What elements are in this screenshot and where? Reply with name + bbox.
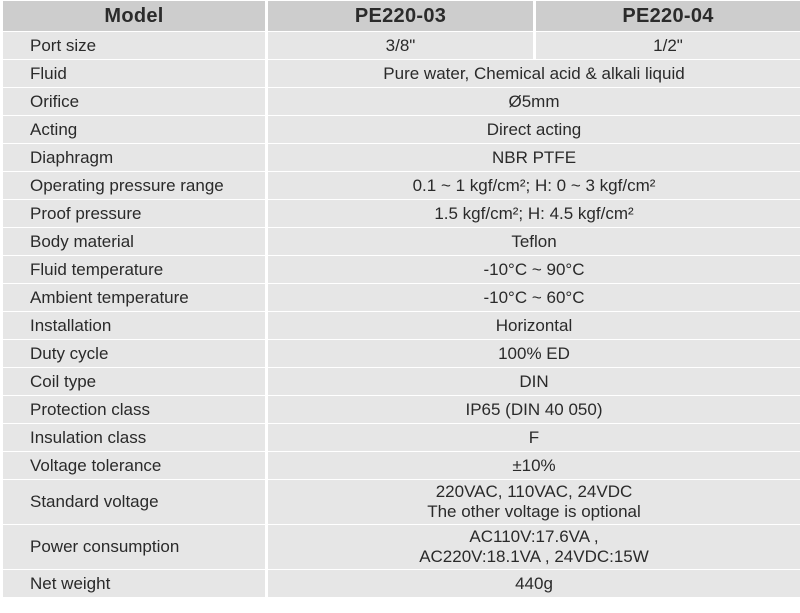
row-label: Duty cycle	[3, 340, 265, 367]
row-label: Port size	[3, 32, 265, 59]
value-pe220-04: 1/2"	[536, 32, 800, 59]
spec-table: Model PE220-03 PE220-04 Port size 3/8" 1…	[3, 1, 800, 597]
row-label: Proof pressure	[3, 200, 265, 227]
row-value: 440g	[268, 570, 800, 597]
row-value: Horizontal	[268, 312, 800, 339]
row-value: 1.5 kgf/cm²; H: 4.5 kgf/cm²	[268, 200, 800, 227]
row-label: Insulation class	[3, 424, 265, 451]
row-insulation-class: Insulation class F	[3, 424, 800, 451]
row-label: Diaphragm	[3, 144, 265, 171]
row-value: Direct acting	[268, 116, 800, 143]
value-line-2: AC220V:18.1VA , 24VDC:15W	[419, 547, 649, 566]
row-protection-class: Protection class IP65 (DIN 40 050)	[3, 396, 800, 423]
row-operating-pressure: Operating pressure range 0.1 ~ 1 kgf/cm²…	[3, 172, 800, 199]
row-label: Power consumption	[3, 525, 265, 569]
row-value: DIN	[268, 368, 800, 395]
row-value: -10°C ~ 60°C	[268, 284, 800, 311]
row-acting: Acting Direct acting	[3, 116, 800, 143]
row-value: 220VAC, 110VAC, 24VDC The other voltage …	[268, 480, 800, 524]
row-label: Body material	[3, 228, 265, 255]
header-row: Model PE220-03 PE220-04	[3, 1, 800, 31]
row-fluid: Fluid Pure water, Chemical acid & alkali…	[3, 60, 800, 87]
row-fluid-temperature: Fluid temperature -10°C ~ 90°C	[3, 256, 800, 283]
row-standard-voltage: Standard voltage 220VAC, 110VAC, 24VDC T…	[3, 480, 800, 524]
row-coil-type: Coil type DIN	[3, 368, 800, 395]
value-pe220-03: 3/8"	[268, 32, 533, 59]
row-label: Operating pressure range	[3, 172, 265, 199]
value-line-1: 220VAC, 110VAC, 24VDC	[435, 482, 633, 501]
row-body-material: Body material Teflon	[3, 228, 800, 255]
header-pe220-03: PE220-03	[268, 1, 533, 31]
row-port-size: Port size 3/8" 1/2"	[3, 32, 800, 59]
row-label: Fluid temperature	[3, 256, 265, 283]
row-value: Teflon	[268, 228, 800, 255]
row-label: Installation	[3, 312, 265, 339]
row-net-weight: Net weight 440g	[3, 570, 800, 597]
row-orifice: Orifice Ø5mm	[3, 88, 800, 115]
row-value: ±10%	[268, 452, 800, 479]
row-label: Standard voltage	[3, 480, 265, 524]
row-value: Ø5mm	[268, 88, 800, 115]
row-value: 100% ED	[268, 340, 800, 367]
row-label: Net weight	[3, 570, 265, 597]
row-value: NBR PTFE	[268, 144, 800, 171]
row-label: Orifice	[3, 88, 265, 115]
row-label: Coil type	[3, 368, 265, 395]
row-value: Pure water, Chemical acid & alkali liqui…	[268, 60, 800, 87]
row-label: Voltage tolerance	[3, 452, 265, 479]
row-installation: Installation Horizontal	[3, 312, 800, 339]
row-value: F	[268, 424, 800, 451]
row-diaphragm: Diaphragm NBR PTFE	[3, 144, 800, 171]
row-value: -10°C ~ 90°C	[268, 256, 800, 283]
row-value: 0.1 ~ 1 kgf/cm²; H: 0 ~ 3 kgf/cm²	[268, 172, 800, 199]
value-line-1: AC110V:17.6VA ,	[469, 527, 599, 546]
row-ambient-temperature: Ambient temperature -10°C ~ 60°C	[3, 284, 800, 311]
row-proof-pressure: Proof pressure 1.5 kgf/cm²; H: 4.5 kgf/c…	[3, 200, 800, 227]
row-power-consumption: Power consumption AC110V:17.6VA , AC220V…	[3, 525, 800, 569]
row-duty-cycle: Duty cycle 100% ED	[3, 340, 800, 367]
header-pe220-04: PE220-04	[536, 1, 800, 31]
row-label: Protection class	[3, 396, 265, 423]
row-value: AC110V:17.6VA , AC220V:18.1VA , 24VDC:15…	[268, 525, 800, 569]
row-label: Acting	[3, 116, 265, 143]
header-model: Model	[3, 1, 265, 31]
row-value: IP65 (DIN 40 050)	[268, 396, 800, 423]
row-label: Ambient temperature	[3, 284, 265, 311]
row-voltage-tolerance: Voltage tolerance ±10%	[3, 452, 800, 479]
row-label: Fluid	[3, 60, 265, 87]
value-line-2: The other voltage is optional	[427, 502, 641, 521]
